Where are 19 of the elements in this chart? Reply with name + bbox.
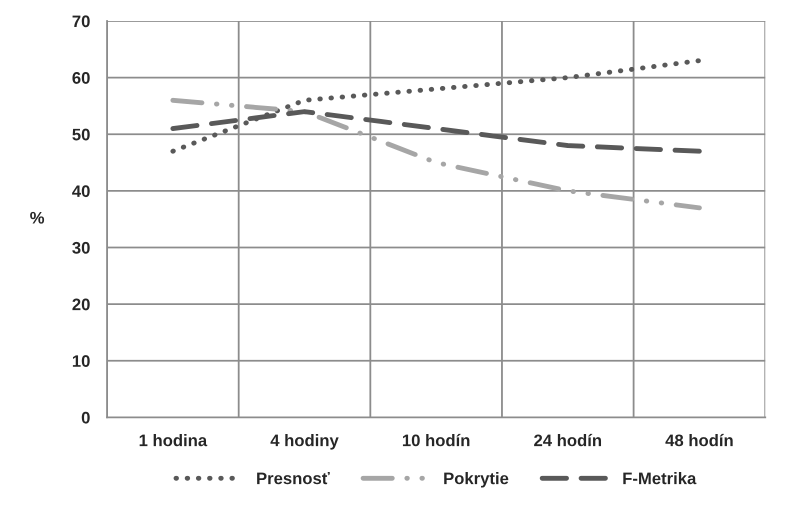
y-tick-label: 20: [72, 298, 90, 310]
x-tick-label: 4 hodiny: [270, 434, 339, 450]
y-tick-label: 0: [82, 412, 90, 424]
legend-label: Pokrytie: [444, 472, 508, 488]
y-tick-label: 70: [72, 15, 90, 28]
y-tick-label: 60: [72, 72, 90, 84]
x-tick-label: 10 hodín: [402, 434, 470, 446]
y-tick-label: 30: [72, 242, 90, 254]
y-axis-title: %: [30, 212, 44, 224]
x-tick-label: 24 hodín: [534, 434, 602, 446]
legend-label: Presnosť: [257, 472, 330, 484]
legend-label: F-Metrika: [623, 472, 696, 484]
y-tick-label: 10: [72, 355, 90, 367]
line-series: [170, 58, 702, 154]
y-tick-label: 40: [72, 185, 90, 198]
x-tick-label: 48 hodín: [665, 434, 733, 446]
y-tick-label: 50: [72, 128, 90, 140]
x-tick-label: 1 hodina: [140, 434, 208, 446]
line-series: [170, 98, 702, 210]
